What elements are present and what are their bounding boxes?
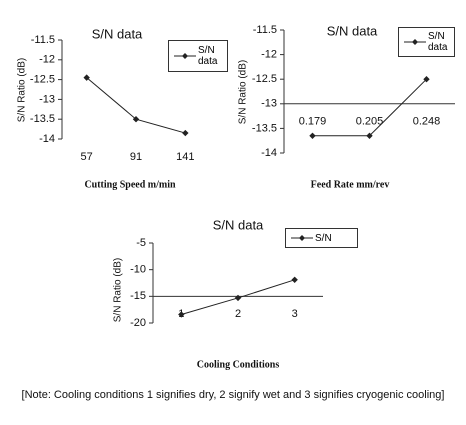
point <box>423 76 430 83</box>
y-tick-label: -13.5 <box>252 122 277 134</box>
y-tick-label: -13 <box>39 93 55 105</box>
legend-point <box>182 53 188 59</box>
y-tick-label: -13.5 <box>30 113 55 125</box>
y-tick-label: -11.5 <box>31 34 55 46</box>
legend-marker <box>404 39 426 45</box>
x-axis-label: Cutting Speed m/min <box>84 179 176 190</box>
y-tick-label: -12.5 <box>252 73 277 85</box>
point <box>366 132 373 139</box>
legend-label: S/N data <box>428 31 448 53</box>
point <box>182 129 189 137</box>
y-tick-label: -15 <box>130 290 146 302</box>
y-axis-label: S/N Ratio (dB) <box>238 60 249 124</box>
x-tick-label: 0.179 <box>299 116 327 128</box>
point <box>178 311 185 318</box>
legend-point <box>299 235 305 241</box>
x-tick-label: 0.205 <box>356 116 384 128</box>
y-tick-label: -11.5 <box>253 24 277 36</box>
point <box>234 294 242 302</box>
legend-marker <box>291 235 313 241</box>
x-tick-label: 141 <box>176 151 194 163</box>
chart-title: S/N data <box>327 23 378 38</box>
chart-title: S/N data <box>213 217 264 232</box>
x-tick-label: 0.248 <box>413 116 441 128</box>
y-tick-label: -10 <box>130 264 146 276</box>
point <box>291 276 298 283</box>
y-tick-label: -13 <box>261 98 277 110</box>
series-line <box>86 77 186 134</box>
x-tick-label: 2 <box>235 308 241 320</box>
point <box>83 74 90 81</box>
y-tick-label: -20 <box>130 317 146 329</box>
y-axis-label: S/N Ratio (dB) <box>113 258 124 322</box>
legend-label: S/N <box>315 232 332 244</box>
y-tick-label: -12 <box>39 54 55 66</box>
x-tick-label: 3 <box>292 308 298 320</box>
legend: S/N data <box>398 27 455 57</box>
x-axis-label: Feed Rate mm/rev <box>311 179 390 190</box>
chart-title: S/N data <box>92 26 143 41</box>
y-tick-label: -5 <box>136 237 146 249</box>
y-tick-label: -12 <box>261 49 277 61</box>
y-tick-label: -14 <box>39 133 55 145</box>
x-axis-label: Cooling Conditions <box>197 359 280 370</box>
y-tick-label: -14 <box>261 147 277 159</box>
y-tick-label: -12.5 <box>30 74 55 86</box>
legend: S/N <box>285 228 358 248</box>
x-tick-label: 91 <box>130 151 142 163</box>
legend-point <box>412 39 418 45</box>
point <box>309 132 316 139</box>
x-tick-label: 57 <box>81 151 93 163</box>
legend-label: S/N data <box>198 45 218 67</box>
point <box>132 116 140 123</box>
note: [Note: Cooling conditions 1 signifies dr… <box>21 389 445 401</box>
y-axis-label: S/N Ratio (dB) <box>17 58 28 122</box>
legend-marker <box>174 53 196 59</box>
legend: S/N data <box>168 40 228 72</box>
